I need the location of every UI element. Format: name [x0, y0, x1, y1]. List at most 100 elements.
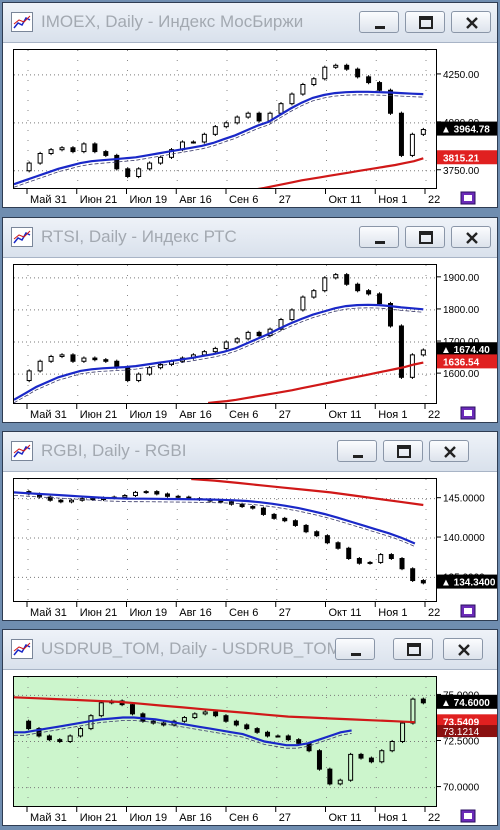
candle-body — [296, 739, 302, 744]
time-axis-canvas: Май 31 Июн 21 Июл 19 Авг 16 Сен 6 27 Окт 11 Ноя… — [26, 807, 476, 824]
close-button[interactable] — [443, 638, 483, 660]
last-price-box — [437, 121, 497, 136]
x-tick-label: Окт 11 — [329, 607, 362, 619]
candle-body — [400, 722, 406, 743]
ma-thin-line — [13, 307, 424, 404]
minimize-button[interactable] — [359, 11, 399, 33]
candle-body — [70, 354, 76, 362]
candle-body — [265, 731, 271, 737]
ma-price-label: 73.5409 — [443, 717, 480, 728]
candle-body — [409, 133, 415, 156]
window-titlebar[interactable]: RTSI, Daily - Индекс РТС — [3, 218, 497, 258]
candle-body — [70, 147, 76, 153]
candle-body — [234, 116, 240, 124]
ma-thin-line — [13, 94, 424, 188]
candle-body — [303, 524, 309, 533]
x-tick-label: Ноя 1 — [378, 607, 407, 619]
autoscroll-icon-inner — [464, 608, 472, 614]
price-chart[interactable] — [13, 264, 437, 405]
chart-window-imoex: IMOEX, Daily - Индекс МосБиржи 4250.0040… — [2, 2, 498, 208]
candle-body — [239, 503, 245, 508]
x-tick-label: Авг 16 — [179, 194, 211, 206]
candle-body — [147, 367, 153, 375]
candle-body — [59, 354, 65, 357]
candle-body — [322, 66, 328, 80]
candle-body — [367, 561, 373, 564]
close-button[interactable] — [451, 226, 491, 248]
x-tick-label: 22 — [428, 409, 440, 421]
x-tick-label: Июн 21 — [80, 607, 118, 619]
window-titlebar[interactable]: RGBI, Daily - RGBI — [3, 432, 497, 472]
candle-body — [256, 331, 262, 337]
candle-body — [147, 162, 153, 170]
close-icon — [466, 232, 478, 244]
minimize-button[interactable] — [359, 226, 399, 248]
x-tick-label: Ноя 1 — [378, 812, 407, 824]
candle-body — [250, 506, 256, 509]
time-axis-canvas: Май 31 Июн 21 Июл 19 Авг 16 Сен 6 27 Окт 11 Ноя… — [26, 189, 476, 206]
price-chart[interactable] — [13, 49, 437, 197]
candle-body — [92, 357, 98, 361]
candle-body — [154, 491, 160, 495]
ma-thin-line — [13, 495, 416, 547]
x-tick-label: Окт 11 — [329, 194, 362, 206]
candle-body — [324, 535, 330, 544]
candle-body — [143, 491, 149, 494]
window-titlebar[interactable]: USDRUB_TOM, Daily - USDRUB_TOM — [3, 630, 497, 670]
candle-body — [420, 580, 426, 584]
window-title: RTSI, Daily - Индекс РТС — [41, 227, 237, 246]
candle-body — [316, 750, 322, 770]
candle-body — [300, 296, 306, 311]
candle-body — [379, 750, 385, 763]
candle-body — [90, 498, 96, 501]
price-chart[interactable] — [13, 676, 437, 807]
candle-body — [337, 779, 343, 785]
window-titlebar[interactable]: IMOEX, Daily - Индекс МосБиржи — [3, 3, 497, 43]
candle-body — [244, 724, 250, 730]
candle-body — [322, 277, 328, 292]
candle-body — [311, 290, 317, 298]
ma-price-box — [437, 354, 497, 369]
minimize-button[interactable] — [337, 440, 377, 462]
candle-body — [348, 753, 354, 781]
candle-body — [47, 496, 53, 501]
candle-body — [410, 568, 416, 582]
candle-body — [212, 347, 218, 353]
maximize-button[interactable] — [405, 11, 445, 33]
x-tick-label: Июн 21 — [80, 194, 118, 206]
time-axis: Май 31 Июн 21 Июл 19 Авг 16 Сен 6 27 Окт 11 Ноя… — [13, 807, 497, 825]
candle-body — [356, 557, 362, 564]
x-tick-label: Май 31 — [30, 409, 67, 421]
ma-blue-line — [13, 491, 416, 545]
maximize-button[interactable] — [383, 440, 423, 462]
close-button[interactable] — [451, 11, 491, 33]
x-tick-label: Окт 11 — [329, 409, 362, 421]
maximize-button[interactable] — [405, 226, 445, 248]
candle-body — [420, 129, 426, 135]
candle-body — [201, 133, 207, 143]
close-button[interactable] — [429, 440, 469, 462]
candle-body — [355, 283, 361, 292]
candle-body — [164, 493, 170, 497]
price-chart[interactable] — [13, 477, 437, 602]
minimize-button[interactable] — [335, 638, 375, 660]
ma-red-line — [191, 477, 424, 507]
candle-body — [366, 76, 372, 84]
x-tick-label: 27 — [279, 194, 291, 206]
candle-body — [223, 341, 229, 349]
y-tick-label: 1600.00 — [443, 369, 480, 380]
maximize-button[interactable] — [393, 638, 433, 660]
time-axis: Май 31 Июн 21 Июл 19 Авг 16 Сен 6 27 Окт 11 Ноя… — [13, 189, 497, 207]
ma-red-line — [207, 157, 424, 197]
candle-body — [344, 274, 350, 285]
chart-icon — [11, 639, 33, 659]
y-tick-label: 1800.00 — [443, 305, 480, 316]
last-price-box — [437, 694, 497, 709]
candle-body — [377, 293, 383, 305]
x-tick-label: Июл 19 — [130, 812, 168, 824]
autoscroll-icon-inner — [464, 410, 472, 416]
